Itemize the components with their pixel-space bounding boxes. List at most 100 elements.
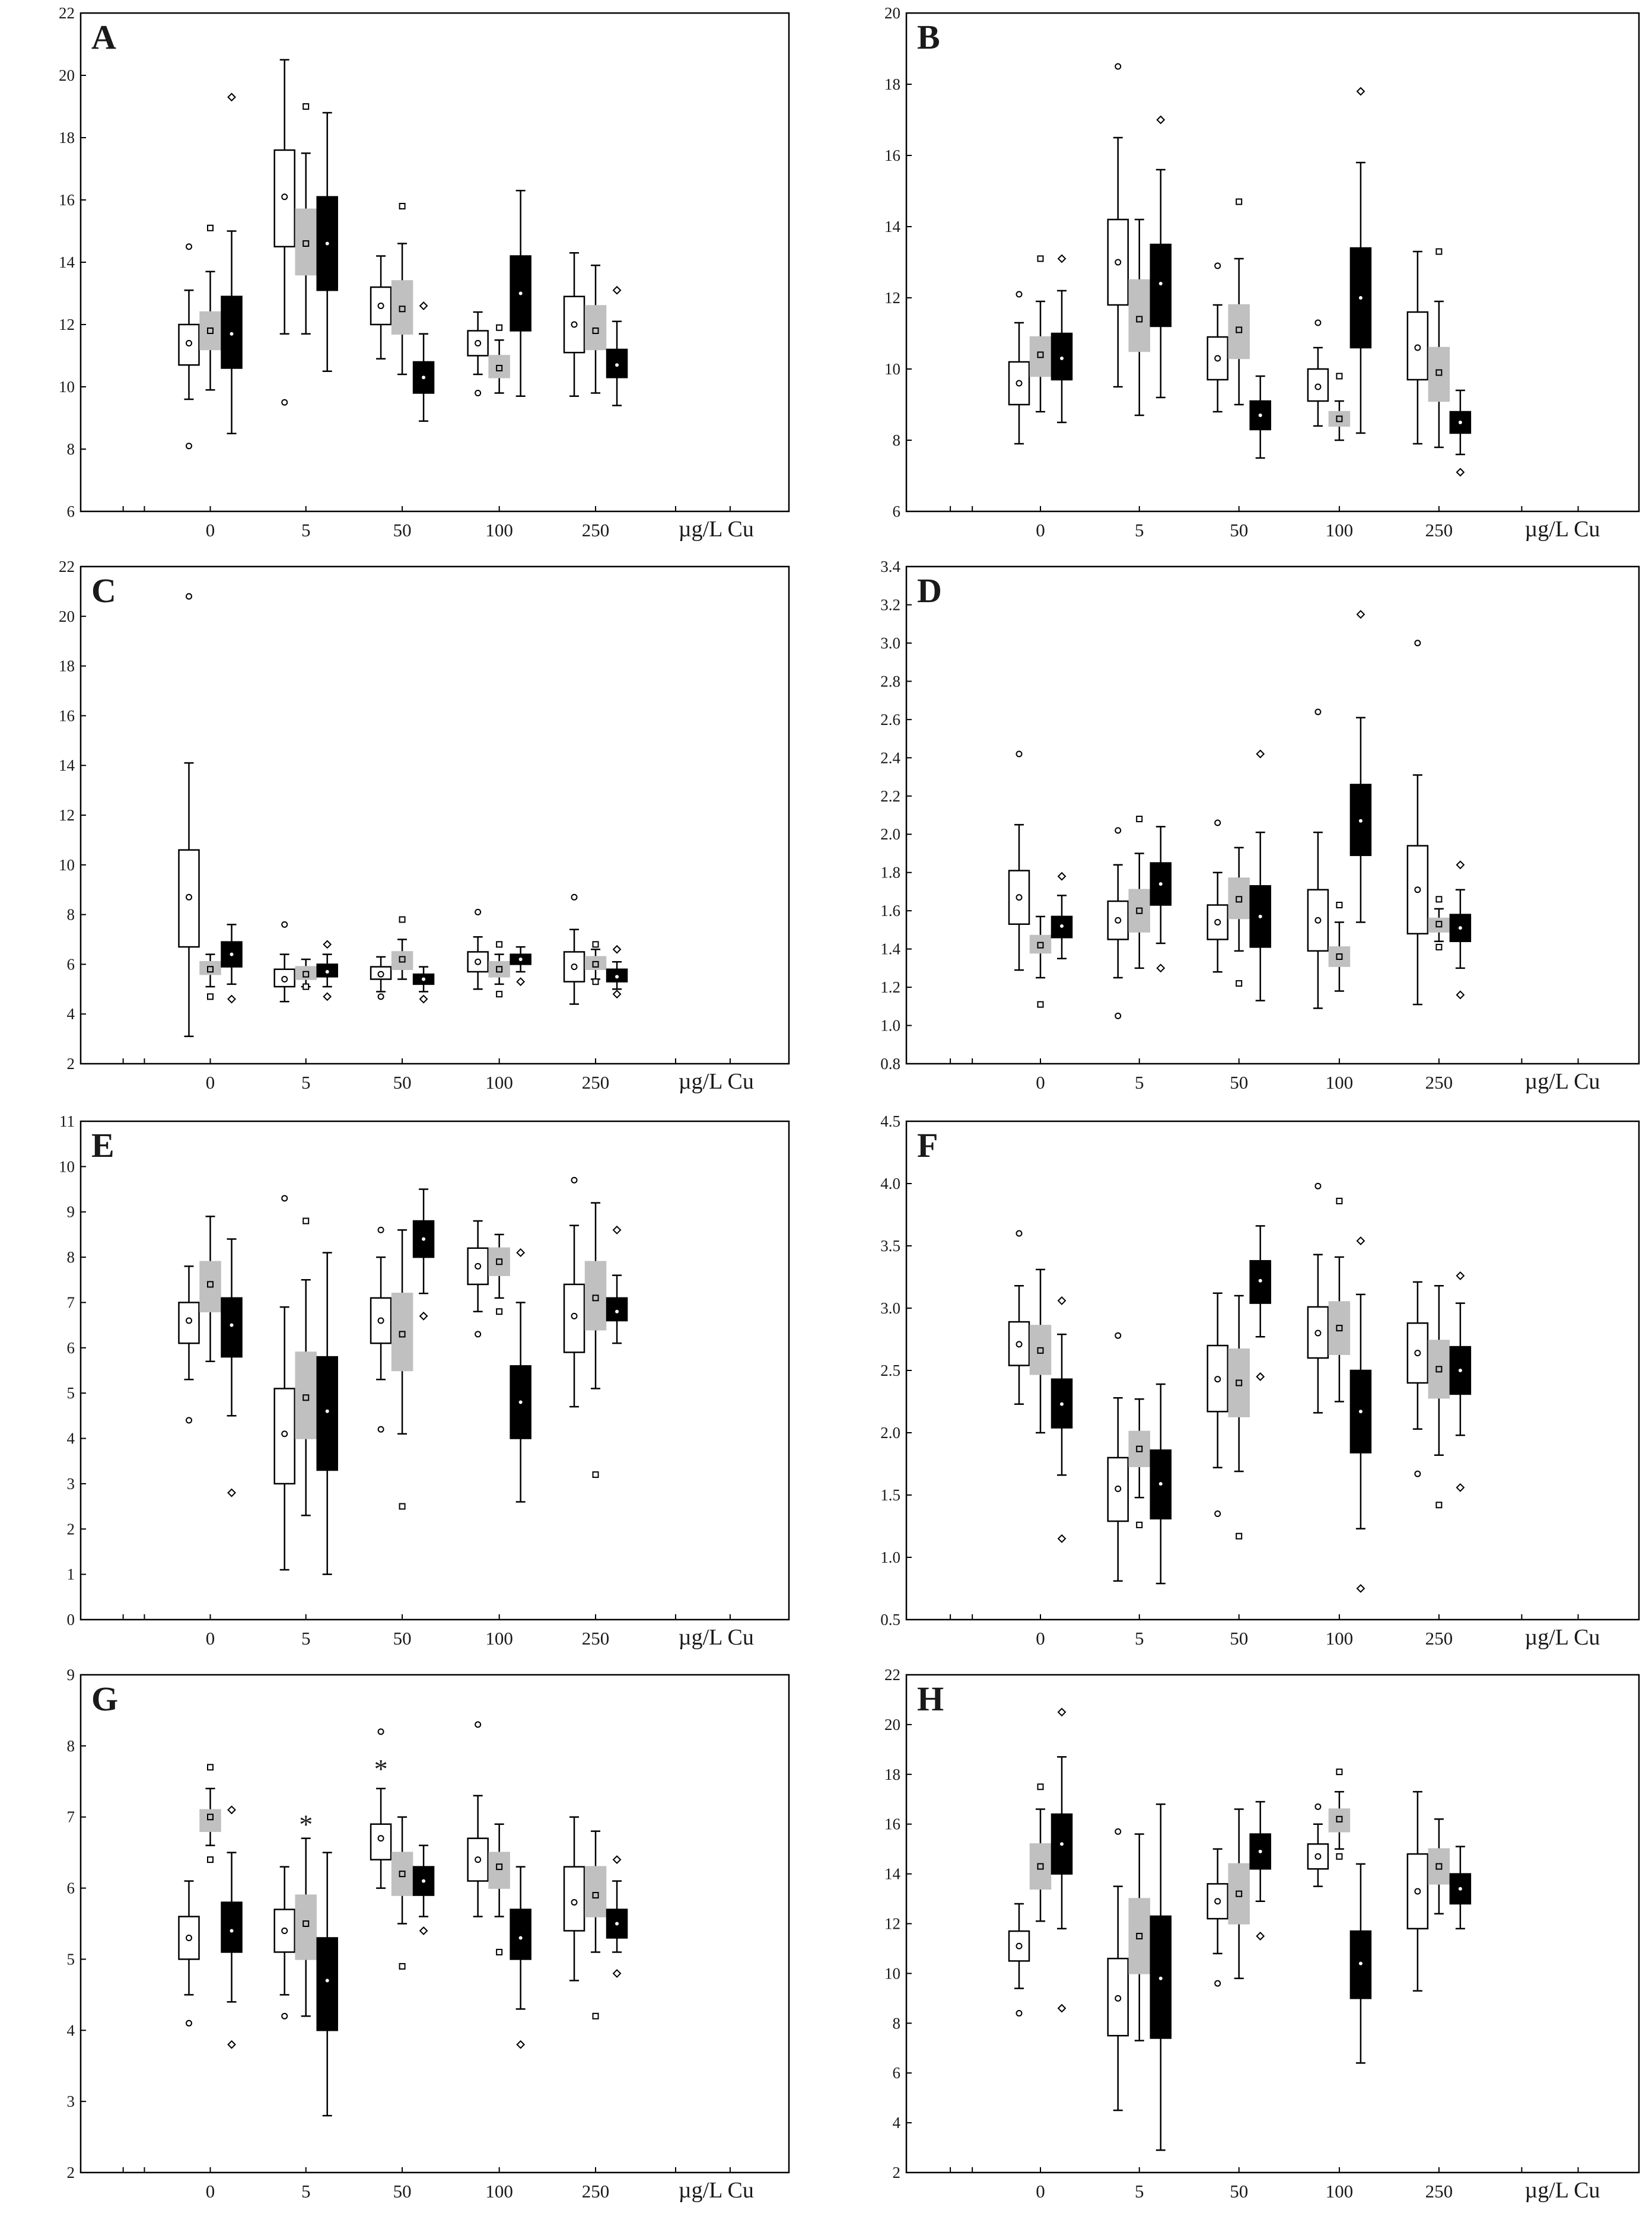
box-center-marker <box>1214 918 1221 925</box>
panel-f-letter: F <box>917 1126 938 1165</box>
box-body <box>178 323 200 366</box>
box-center-marker <box>303 971 310 978</box>
box-center-dot <box>1258 414 1262 417</box>
box-center-marker <box>496 966 503 973</box>
box-center-marker <box>303 240 310 247</box>
panel-d-ytick-label: 2.0 <box>880 825 900 843</box>
box-body <box>316 1937 338 2031</box>
panel-a-box-white <box>563 252 585 397</box>
panel-h-box-gray <box>1428 1818 1450 1914</box>
panel-c-box-white <box>467 908 489 990</box>
panel-a-box-gray <box>584 265 607 394</box>
box-outlier-marker <box>571 1176 578 1184</box>
panel-h-box-black <box>1150 1803 1172 2151</box>
panel-g-significance-star: * <box>374 1754 388 1784</box>
panel-c-ytick-label: 16 <box>59 707 75 724</box>
panel-d-box-black <box>1349 610 1372 923</box>
panel-h-ytick-label: 2 <box>893 2164 901 2181</box>
box-center-marker <box>207 327 214 334</box>
box-outlier-marker <box>1356 1584 1365 1593</box>
box-center-marker <box>207 966 214 973</box>
panel-g-box-white <box>467 1721 489 1917</box>
panel-e-box-gray <box>295 1217 317 1516</box>
panel-d-box-white <box>1107 827 1129 1019</box>
box-center-marker <box>1037 351 1044 358</box>
panel-d-xcat-label: 50 <box>1230 1072 1248 1093</box>
panel-g-ytick-label: 6 <box>67 1879 75 1897</box>
box-outlier-marker <box>496 1948 503 1955</box>
box-outlier-marker <box>419 1926 428 1935</box>
box-outlier-marker <box>303 1217 310 1225</box>
panel-e-ytick-label: 2 <box>67 1520 75 1538</box>
panel-h-ytick-label: 10 <box>884 1964 900 1982</box>
panel-a-box-white <box>467 311 489 396</box>
box-center-marker <box>186 1317 193 1324</box>
box-center-marker <box>1115 1486 1122 1492</box>
box-center-marker <box>1236 326 1243 333</box>
box-center-marker <box>475 1262 482 1270</box>
panel-c-box-gray <box>295 958 317 990</box>
panel-c-frame <box>79 565 790 1065</box>
panel-c-x-unit-label: µg/L Cu <box>679 1069 754 1094</box>
box-center-marker <box>281 193 288 201</box>
box-outlier-marker <box>612 944 622 954</box>
box-body <box>1307 368 1329 402</box>
box-center-marker <box>1336 1325 1343 1332</box>
panel-e-xcat-label: 250 <box>582 1628 610 1649</box>
box-outlier-marker <box>1156 115 1166 125</box>
panel-g-ytick-label: 3 <box>67 2092 75 2110</box>
box-center-marker <box>496 1258 503 1265</box>
box-center-dot <box>230 1323 234 1327</box>
box-center-marker <box>303 1394 310 1401</box>
panel-h-letter: H <box>917 1680 944 1718</box>
panel-d-letter: D <box>917 571 942 610</box>
panel-c-box-black <box>316 940 338 1001</box>
panel-g-box-white <box>273 1866 295 2019</box>
box-outlier-marker <box>612 285 622 295</box>
box-center-marker <box>377 1835 384 1842</box>
panel-d-ytick-label: 0.8 <box>880 1055 900 1073</box>
box-center-dot <box>1458 1369 1462 1372</box>
panel-d-xcat-label: 5 <box>1135 1072 1144 1093</box>
panel-f-box-white <box>1107 1332 1129 1582</box>
panel-g-ytick-label: 5 <box>67 1950 75 1968</box>
box-center-marker <box>207 1814 214 1821</box>
box-outlier-marker <box>571 893 578 901</box>
box-outlier-marker <box>1456 1271 1465 1280</box>
box-center-marker <box>1115 1995 1122 2002</box>
panel-h-x-unit-label: µg/L Cu <box>1524 2178 1600 2203</box>
box-center-marker <box>1314 917 1322 924</box>
box-outlier-marker <box>186 593 193 600</box>
panel-b-frame <box>905 12 1640 513</box>
box-center-marker <box>1435 369 1443 376</box>
panel-e-letter: E <box>91 1126 114 1165</box>
panel-a-ytick-label: 22 <box>59 4 75 22</box>
box-outlier-marker <box>1456 1483 1465 1492</box>
panel-e-box-white <box>178 1265 200 1424</box>
box-center-dot <box>1158 282 1163 285</box>
box-center-dot <box>1158 1482 1163 1486</box>
box-center-dot <box>518 1400 523 1404</box>
panel-c-xcat-label: 0 <box>206 1072 215 1093</box>
box-body <box>221 1901 243 1953</box>
panel-b-ytick-label: 16 <box>884 147 900 164</box>
panel-h-box-gray <box>1029 1783 1052 1922</box>
box-outlier-marker <box>1256 1372 1265 1381</box>
box-center-marker <box>1136 1932 1143 1939</box>
panel-d: D 0.8 1.0 1.2 1.4 1.6 1.8 2.0 2.2 2.4 2.6 2.8 3.0 3.2… <box>880 558 1640 1094</box>
box-outlier-marker <box>1336 1769 1343 1776</box>
box-center-dot <box>230 952 234 956</box>
panel-a-box-black <box>221 93 243 434</box>
panel-f-ytick-label: 3.0 <box>880 1299 900 1317</box>
box-center-marker <box>475 340 482 346</box>
panel-g-box-black <box>221 1805 243 2049</box>
panel-f: F 0.5 1.0 1.5 2.0 2.5 3.0 3.5 4.0 4.5 0 5 50 100 250 µg… <box>880 1112 1640 1650</box>
box-body <box>1128 1430 1150 1467</box>
panel-e-box-gray <box>391 1229 413 1510</box>
panel-d-box-black <box>1150 826 1172 973</box>
box-outlier-marker <box>1336 373 1343 380</box>
panel-b-ytick-label: 10 <box>884 360 900 378</box>
box-outlier-marker <box>1214 1510 1221 1517</box>
box-center-dot <box>325 241 329 246</box>
panel-c: C 2 4 6 8 10 12 14 16 18 20 22 0 5 50 100 250 µg/L Cu <box>59 558 790 1094</box>
